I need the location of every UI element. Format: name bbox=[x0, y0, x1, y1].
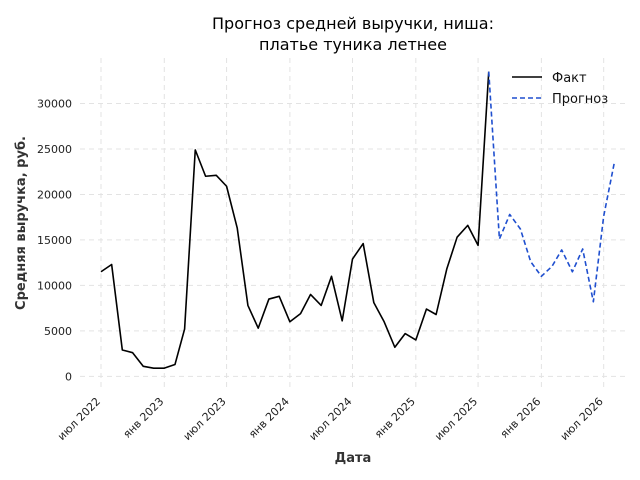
x-tick-label: июл 2022 bbox=[55, 395, 103, 443]
y-tick-label: 25000 bbox=[37, 143, 72, 156]
series-line-fact bbox=[100, 71, 490, 369]
x-tick-label: июл 2026 bbox=[558, 395, 606, 443]
chart-title-line-2: платье туника летнее bbox=[259, 35, 447, 54]
y-tick-label: 15000 bbox=[37, 234, 72, 247]
series-line-forecast bbox=[487, 71, 616, 303]
x-axis-label: Дата bbox=[335, 451, 372, 466]
legend: Факт Прогноз bbox=[512, 71, 608, 107]
x-tick-label: янв 2024 bbox=[246, 395, 292, 441]
series-layer bbox=[100, 71, 616, 369]
x-tick-label: июл 2024 bbox=[307, 395, 355, 443]
grid-layer bbox=[80, 58, 625, 390]
y-tick-label: 10000 bbox=[37, 279, 72, 292]
x-tick-label: июл 2023 bbox=[181, 395, 229, 443]
y-tick-label: 30000 bbox=[37, 97, 72, 110]
x-tick-label: янв 2023 bbox=[121, 395, 167, 441]
tick-layer: 0 5000 10000 15000 20000 25000 30000 июл 2022 ян… bbox=[37, 97, 606, 442]
legend-label-forecast: Прогноз bbox=[552, 92, 608, 107]
y-axis-label: Средняя выручка, руб. bbox=[14, 136, 29, 310]
legend-label-fact: Факт bbox=[552, 71, 587, 86]
y-tick-label: 20000 bbox=[37, 188, 72, 201]
chart-title-line-1: Прогноз средней выручки, ниша: bbox=[212, 14, 494, 33]
y-tick-label: 0 bbox=[65, 370, 72, 383]
x-tick-label: янв 2025 bbox=[372, 395, 418, 441]
y-tick-label: 5000 bbox=[44, 325, 72, 338]
x-tick-label: янв 2026 bbox=[498, 395, 544, 441]
x-tick-label: июл 2025 bbox=[432, 395, 480, 443]
